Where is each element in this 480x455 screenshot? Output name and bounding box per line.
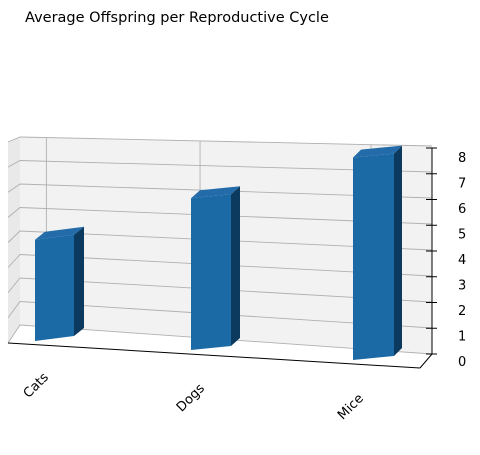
grid-line bbox=[7, 160, 433, 173]
grid-line bbox=[7, 183, 433, 199]
bar-front bbox=[191, 194, 231, 350]
z-tick-label: 0 bbox=[458, 355, 466, 370]
grid-line bbox=[7, 301, 433, 329]
z-tick-label: 6 bbox=[458, 202, 466, 217]
z-tick-label: 2 bbox=[458, 304, 466, 319]
z-tick-label: 3 bbox=[458, 279, 466, 294]
category-label: Dogs bbox=[174, 381, 208, 415]
bars bbox=[35, 145, 402, 360]
bar-top bbox=[353, 145, 402, 158]
grid-line bbox=[7, 277, 433, 303]
bar-side bbox=[74, 226, 84, 336]
z-tick-label: 4 bbox=[458, 253, 466, 268]
bar-side bbox=[394, 145, 402, 356]
z-axis: 0 1 2 3 4 5 6 7 8 bbox=[419, 147, 466, 370]
bar-front bbox=[353, 153, 394, 360]
grid-line bbox=[7, 207, 433, 225]
category-label: Cats bbox=[21, 370, 52, 401]
grid-line bbox=[7, 324, 433, 355]
chart-title: Average Offspring per Reproductive Cycle bbox=[25, 10, 329, 26]
bar-top bbox=[191, 186, 240, 199]
category-labels: Cats Dogs Mice bbox=[21, 370, 367, 423]
bar-top bbox=[35, 226, 84, 240]
category-label: Mice bbox=[335, 391, 367, 423]
x-axis-line bbox=[7, 342, 421, 369]
z-axis-foot bbox=[419, 353, 433, 369]
bar-front bbox=[35, 234, 74, 341]
grid-line bbox=[7, 254, 433, 277]
bar-side bbox=[231, 186, 240, 346]
side-pane bbox=[8, 137, 20, 343]
grid-line bbox=[7, 230, 433, 251]
z-tick-label: 1 bbox=[458, 330, 466, 345]
z-tick-label: 7 bbox=[458, 177, 466, 192]
z-tick-label: 5 bbox=[458, 228, 466, 243]
grid-line bbox=[7, 136, 433, 147]
z-tick-label: 8 bbox=[458, 151, 466, 166]
